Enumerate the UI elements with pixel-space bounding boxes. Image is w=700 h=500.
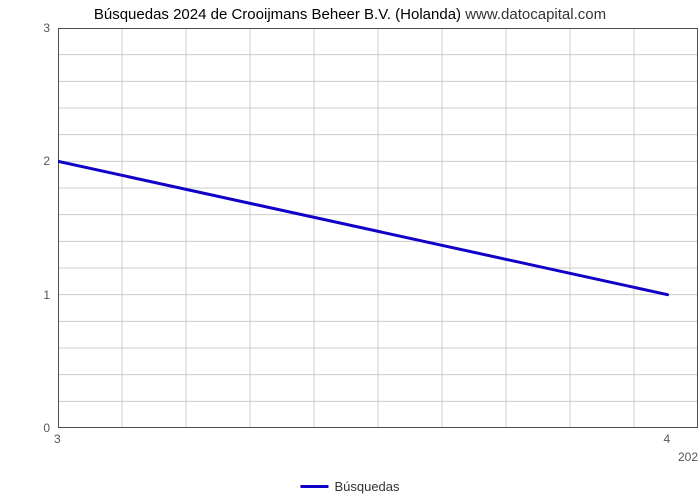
legend-swatch [300, 485, 328, 488]
legend-label: Búsquedas [334, 479, 399, 494]
y-tick-label: 3 [43, 21, 50, 35]
y-tick-label: 0 [43, 421, 50, 435]
x-tick-label: 3 [54, 432, 61, 446]
chart-container: Búsquedas 2024 de Crooijmans Beheer B.V.… [0, 0, 700, 500]
title-prefix: Búsquedas 2024 de Crooijmans Beheer B.V.… [94, 6, 465, 23]
y-tick-label: 1 [43, 288, 50, 302]
right-outside-label: 202 [678, 450, 698, 464]
plot-area [58, 28, 698, 428]
x-tick-label: 4 [664, 432, 671, 446]
title-suffix: www.datocapital.com [465, 6, 606, 23]
y-tick-label: 2 [43, 154, 50, 168]
chart-svg [58, 28, 698, 428]
chart-title: Búsquedas 2024 de Crooijmans Beheer B.V.… [0, 6, 700, 23]
legend: Búsquedas [300, 479, 399, 494]
